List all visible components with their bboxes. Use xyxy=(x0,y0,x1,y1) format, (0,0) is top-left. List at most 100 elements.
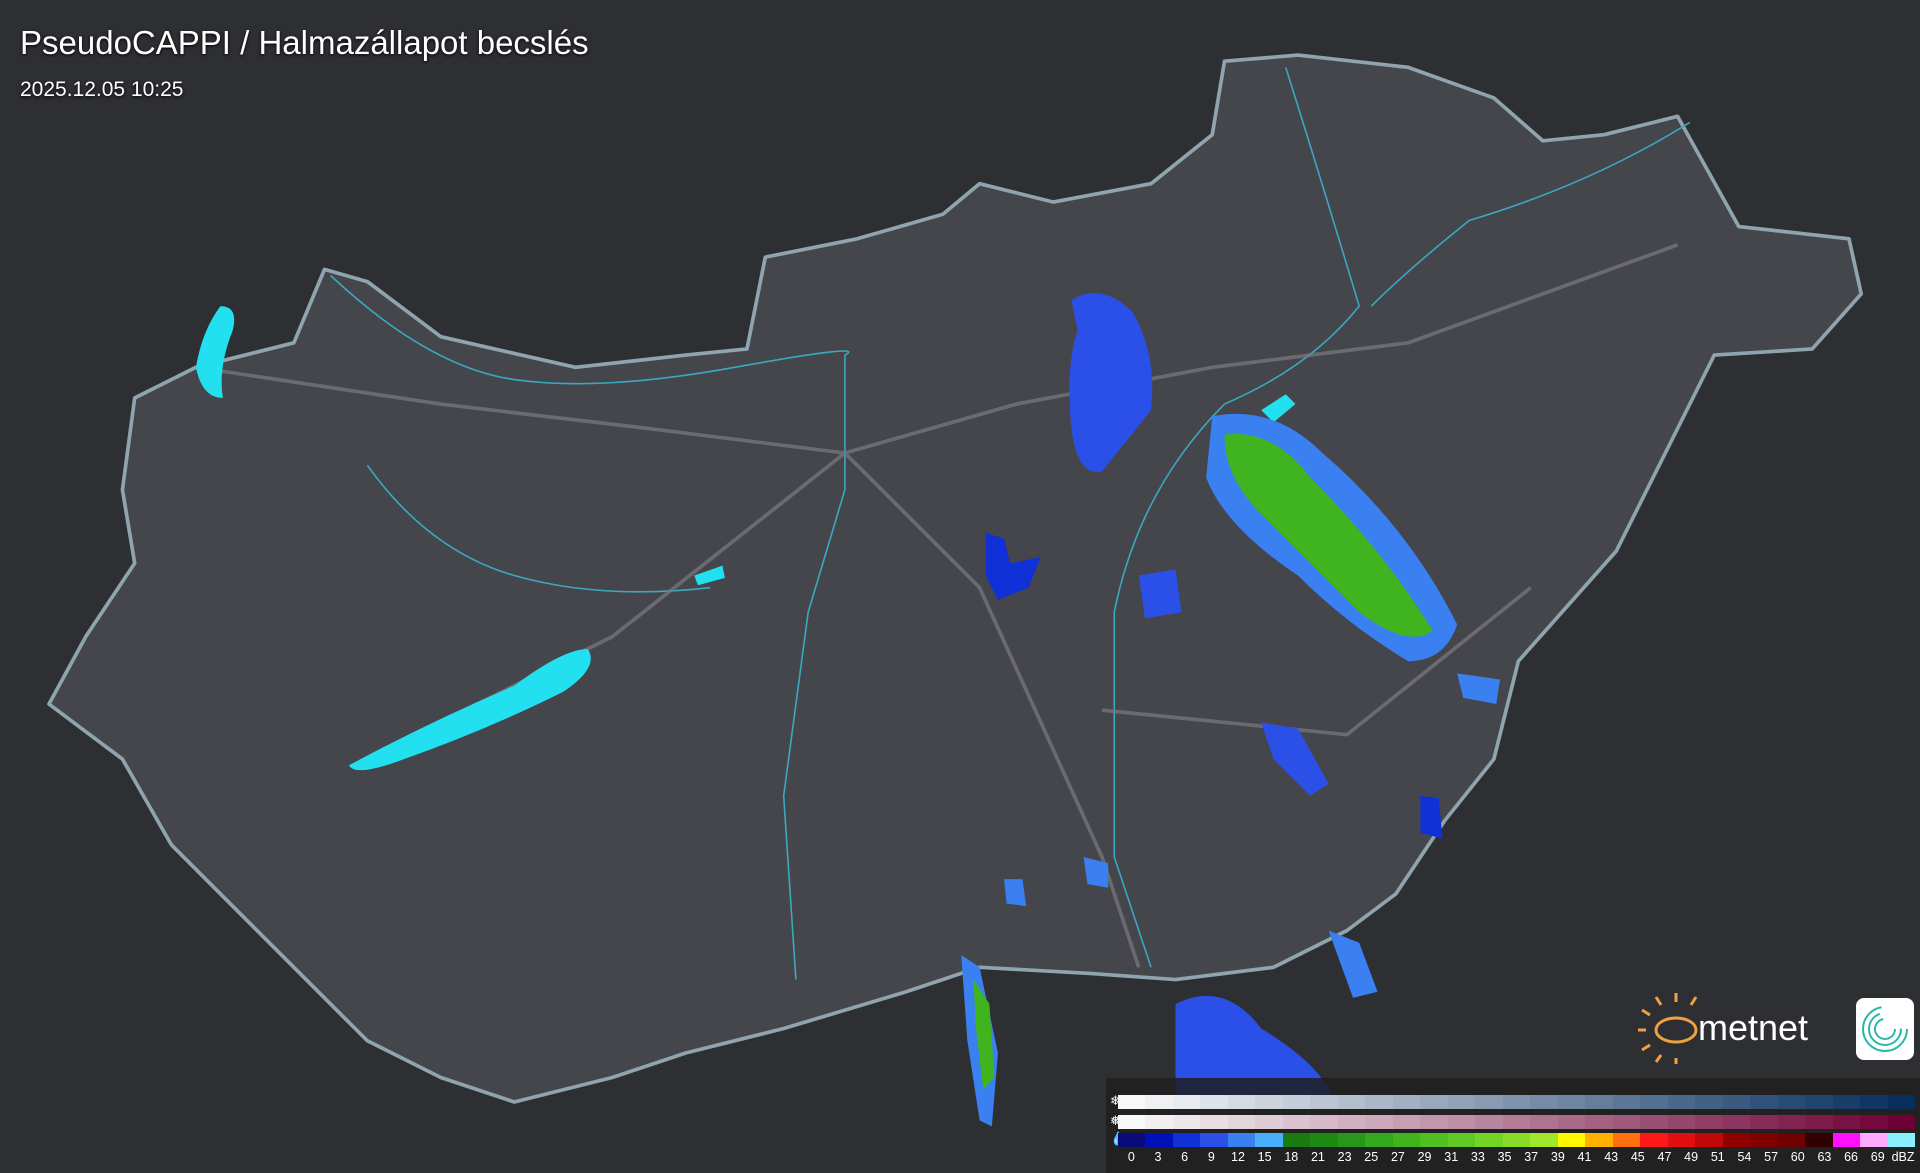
wet-snow-color-cell xyxy=(1750,1115,1778,1129)
wet-snow-color-cell xyxy=(1805,1115,1833,1129)
rain-color-cell xyxy=(1392,1133,1421,1147)
rain-color-cell xyxy=(1860,1133,1888,1147)
wet-snow-color-cell xyxy=(1777,1115,1806,1129)
legend-tick-label: 21 xyxy=(1310,1150,1325,1164)
wet-snow-color-cell xyxy=(1447,1115,1476,1129)
wet-snow-color-cell xyxy=(1310,1115,1338,1129)
wet-snow-color-cell xyxy=(1530,1115,1558,1129)
metnet-logo: metnet xyxy=(1638,993,1914,1064)
legend-unit: dBZ xyxy=(1891,1150,1915,1164)
legend-tick-label: 57 xyxy=(1764,1150,1779,1164)
rain-color-cell xyxy=(1530,1133,1558,1147)
snow-color-cell xyxy=(1695,1095,1723,1109)
rain-color-cell xyxy=(1640,1133,1668,1147)
wet-snow-color-cell xyxy=(1200,1115,1228,1129)
rain-color-cell xyxy=(1310,1133,1338,1147)
legend-row-snow: ❄ xyxy=(1106,1093,1920,1109)
rain-color-cell xyxy=(1585,1133,1613,1147)
legend-labels: 0 3 6 9 12 15 18 21 23 25 27 29 31 33 35 37 39 41 43 45 47 49… xyxy=(1118,1150,1915,1166)
hungary-outline xyxy=(47,53,1864,1104)
rain-color-cell xyxy=(1475,1133,1503,1147)
legend-tick-label: 45 xyxy=(1630,1150,1645,1164)
snow-color-cell xyxy=(1777,1095,1806,1109)
rain-color-cell xyxy=(1722,1133,1751,1147)
legend-tick-label: 31 xyxy=(1444,1150,1459,1164)
legend-tick-label: 43 xyxy=(1604,1150,1619,1164)
rain-color-cell xyxy=(1777,1133,1806,1147)
legend-tick-label: 47 xyxy=(1657,1150,1672,1164)
rain-color-cell xyxy=(1255,1133,1283,1147)
rain-color-cell xyxy=(1282,1133,1311,1147)
rain-color-cell xyxy=(1832,1133,1861,1147)
wet-snow-color-cell xyxy=(1118,1115,1146,1129)
wet-snow-color-cell xyxy=(1585,1115,1613,1129)
rain-color-cell xyxy=(1447,1133,1476,1147)
swirl-icon xyxy=(1862,1006,1908,1052)
rivers xyxy=(330,67,1691,980)
snow-color-cell xyxy=(1282,1095,1311,1109)
snow-color-cell xyxy=(1585,1095,1613,1109)
wet-snow-color-cell xyxy=(1282,1115,1311,1129)
legend-tick-label: 15 xyxy=(1257,1150,1272,1164)
snow-color-cell xyxy=(1447,1095,1476,1109)
snow-color-cell xyxy=(1118,1095,1146,1109)
rain-color-cell xyxy=(1145,1133,1173,1147)
radar-echoes xyxy=(961,293,1500,1127)
rain-color-cell xyxy=(1502,1133,1531,1147)
snow-color-cell xyxy=(1887,1095,1916,1109)
lake-tisza xyxy=(1261,394,1296,423)
legend-tick-label: 63 xyxy=(1817,1150,1832,1164)
snow-color-cell xyxy=(1750,1095,1778,1109)
snow-color-cell xyxy=(1337,1095,1366,1109)
legend-tick-label: 18 xyxy=(1284,1150,1299,1164)
legend-tick-label: 29 xyxy=(1417,1150,1432,1164)
wet-snow-color-cell xyxy=(1860,1115,1888,1129)
lakes xyxy=(195,306,1296,771)
legend-tick-label: 60 xyxy=(1790,1150,1805,1164)
sun-icon xyxy=(1638,993,1698,1064)
rain-color-cell xyxy=(1365,1133,1393,1147)
snowflake-icon: ❄ xyxy=(1110,1093,1121,1108)
legend-tick-label: 66 xyxy=(1844,1150,1858,1164)
lake-ferto xyxy=(195,306,235,398)
rain-color-cell xyxy=(1172,1133,1201,1147)
legend-tick-label: 9 xyxy=(1207,1150,1215,1164)
snow-color-cell xyxy=(1365,1095,1393,1109)
rain-color-cell xyxy=(1420,1133,1448,1147)
legend-tick-label: 27 xyxy=(1390,1150,1405,1164)
snow-color-cell xyxy=(1530,1095,1558,1109)
snow-color-cell xyxy=(1200,1095,1228,1109)
legend-row-wet-snow: ❅ xyxy=(1106,1113,1920,1129)
wet-snow-color-cell xyxy=(1722,1115,1751,1129)
legend-tick-label: 3 xyxy=(1154,1150,1162,1164)
wet-snow-color-cell xyxy=(1337,1115,1366,1129)
legend-tick-label: 33 xyxy=(1470,1150,1485,1164)
rain-color-cell xyxy=(1805,1133,1833,1147)
snow-color-cell xyxy=(1420,1095,1448,1109)
snow-color-cell xyxy=(1475,1095,1503,1109)
wet-snow-color-cell xyxy=(1420,1115,1448,1129)
rain-color-cell xyxy=(1887,1133,1916,1147)
legend-tick-label: 37 xyxy=(1524,1150,1539,1164)
snow-color-cell xyxy=(1612,1095,1641,1109)
map-title: PseudoCAPPI / Halmazállapot becslés xyxy=(20,24,589,61)
wet-snow-color-cell xyxy=(1832,1115,1861,1129)
snow-color-cell xyxy=(1172,1095,1201,1109)
rain-color-cell xyxy=(1118,1133,1146,1147)
snow-color-cell xyxy=(1255,1095,1283,1109)
wet-snow-color-cell xyxy=(1557,1115,1586,1129)
wet-snow-color-cell xyxy=(1612,1115,1641,1129)
wet-snow-color-cell xyxy=(1667,1115,1696,1129)
wet-snow-color-cell xyxy=(1255,1115,1283,1129)
wet-snow-color-cell xyxy=(1475,1115,1503,1129)
wet-snow-color-cell xyxy=(1172,1115,1201,1129)
snow-color-cell xyxy=(1722,1095,1751,1109)
legend-tick-label: 35 xyxy=(1497,1150,1512,1164)
rain-color-cell xyxy=(1227,1133,1256,1147)
snow-color-cell xyxy=(1860,1095,1888,1109)
lake-velence xyxy=(694,565,725,586)
snow-color-cell xyxy=(1310,1095,1338,1109)
rain-color-cell xyxy=(1750,1133,1778,1147)
snow-color-cell xyxy=(1832,1095,1861,1109)
